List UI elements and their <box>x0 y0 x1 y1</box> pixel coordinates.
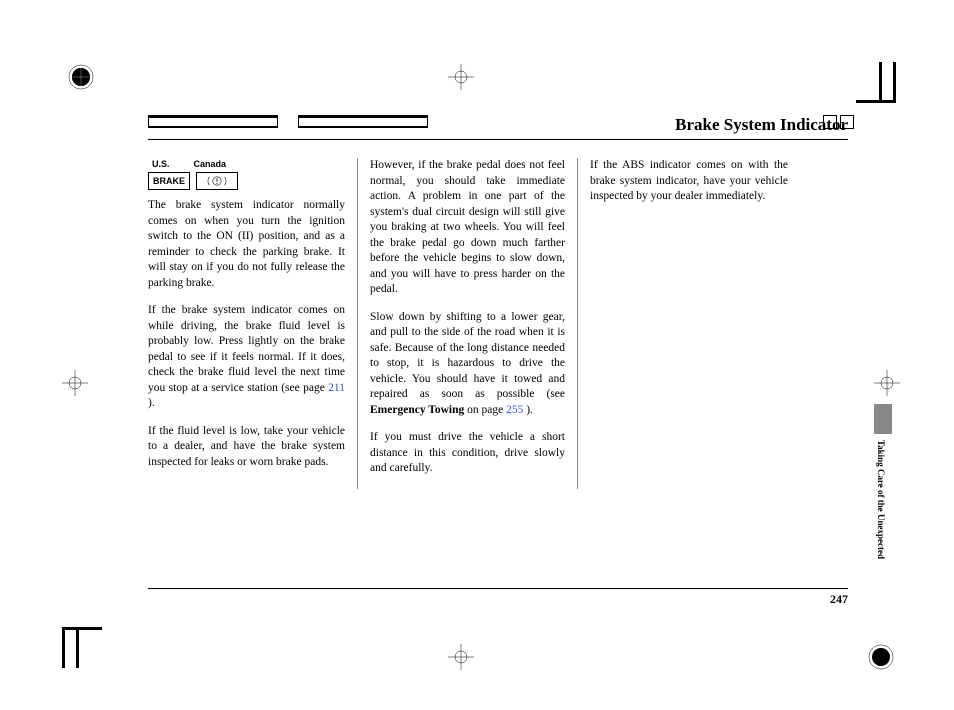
us-label: U.S. <box>152 158 170 170</box>
side-tab <box>874 404 892 434</box>
us-brake-icon: BRAKE <box>148 172 190 190</box>
col1-para3: If the fluid level is low, take your veh… <box>148 424 345 471</box>
crop-mark <box>62 628 65 668</box>
canada-label: Canada <box>194 158 227 170</box>
indicator-labels: U.S. Canada <box>152 158 345 170</box>
page-link-211[interactable]: 211 <box>328 382 345 394</box>
crop-mark <box>893 62 896 102</box>
section-side-label: Taking Care of the Unexpected <box>876 440 886 559</box>
column-2: However, if the brake pedal does not fee… <box>358 158 578 489</box>
page-number-area: 247 <box>148 588 848 607</box>
crosshair-icon <box>448 64 474 90</box>
print-box <box>298 115 428 127</box>
crosshair-icon <box>448 644 474 670</box>
col3-para1: If the ABS indicator comes on with the b… <box>590 158 788 205</box>
col2-para2: Slow down by shifting to a lower gear, a… <box>370 310 565 419</box>
crop-mark <box>62 627 102 630</box>
page-link-255[interactable]: 255 <box>506 404 523 416</box>
print-box <box>148 115 278 127</box>
col2-para3: If you must drive the vehicle a short di… <box>370 430 565 477</box>
crop-mark <box>856 100 896 103</box>
canada-brake-icon <box>196 172 238 190</box>
col1-p2b: ). <box>148 397 155 409</box>
registration-mark-icon <box>66 62 96 92</box>
col2-p2c: ). <box>523 404 533 416</box>
emergency-towing-bold: Emergency Towing <box>370 404 464 416</box>
crosshair-icon <box>874 370 900 396</box>
column-1: U.S. Canada BRAKE The brake system indic… <box>148 158 358 489</box>
print-boxes <box>823 115 854 129</box>
col1-para2: If the brake system indicator comes on w… <box>148 303 345 412</box>
crop-mark <box>879 62 882 102</box>
content-columns: U.S. Canada BRAKE The brake system indic… <box>148 158 848 489</box>
col2-p2a: Slow down by shifting to a lower gear, a… <box>370 311 565 401</box>
crop-mark <box>76 628 79 668</box>
indicator-icons: BRAKE <box>148 172 345 190</box>
col1-p2a: If the brake system indicator comes on w… <box>148 304 345 394</box>
print-bar <box>298 127 428 128</box>
col2-para1: However, if the brake pedal does not fee… <box>370 158 565 298</box>
column-3: If the ABS indicator comes on with the b… <box>578 158 788 489</box>
col1-para1: The brake system indicator normally come… <box>148 198 345 291</box>
print-bar <box>148 127 278 128</box>
page-number: 247 <box>830 592 848 606</box>
crosshair-icon <box>62 370 88 396</box>
col2-p2b: on page <box>464 404 506 416</box>
registration-mark-icon <box>866 642 896 672</box>
